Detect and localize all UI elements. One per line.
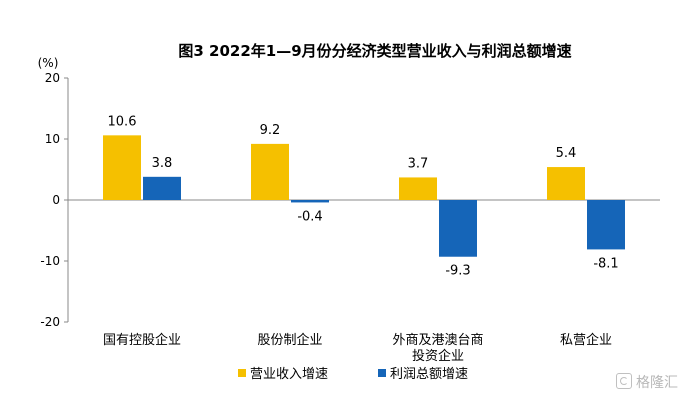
bar: [291, 200, 329, 203]
watermark-logo-icon: [616, 373, 632, 389]
legend-label: 营业收入增速: [250, 367, 328, 382]
y-tick-label: -10: [40, 254, 60, 268]
data-label: -0.4: [297, 209, 322, 224]
bar: [547, 167, 585, 200]
data-label: 3.8: [152, 156, 173, 171]
category-label: 股份制企业: [257, 332, 322, 348]
data-label: 3.7: [408, 156, 429, 171]
data-label: 10.6: [108, 114, 137, 129]
data-labels: 10.6 3.8 9.2 -0.4 3.7 -9.3 5.4 -8.1: [108, 114, 619, 278]
y-tick-label: 0: [52, 193, 60, 207]
category-label-line: 私营企业: [560, 332, 612, 348]
bars: [103, 135, 625, 257]
y-axis-label: (%): [38, 56, 59, 70]
category-label: 私营企业: [560, 332, 612, 348]
data-label: 9.2: [260, 123, 281, 138]
bar: [587, 200, 625, 250]
category-label-line: 外商及港澳台商: [392, 332, 483, 348]
legend-label: 利润总额增速: [390, 367, 468, 382]
watermark-text: 格隆汇: [636, 375, 678, 391]
legend-swatch: [378, 369, 386, 377]
watermark: 格隆汇: [616, 372, 678, 392]
category-label-line: 国有控股企业: [103, 332, 181, 348]
bar: [439, 200, 477, 257]
y-tick-label: -20: [40, 315, 60, 329]
data-label: -8.1: [593, 256, 618, 271]
data-label: -9.3: [445, 264, 470, 279]
bar: [143, 176, 181, 200]
category-label: 外商及港澳台商投资企业: [392, 332, 483, 364]
bar: [103, 135, 141, 200]
data-label: 5.4: [556, 146, 577, 161]
category-label-line: 投资企业: [412, 348, 464, 364]
y-tick-label: 10: [45, 132, 60, 146]
category-label: 国有控股企业: [103, 332, 181, 348]
category-label-line: 股份制企业: [257, 332, 322, 348]
legend-swatch: [238, 369, 246, 377]
y-tick-label: 20: [45, 71, 60, 85]
chart-title: 图3 2022年1—9月份分经济类型营业收入与利润总额增速: [178, 42, 571, 60]
bar: [251, 143, 289, 200]
legend: 营业收入增速 利润总额增速: [238, 367, 468, 382]
bar: [399, 177, 437, 200]
